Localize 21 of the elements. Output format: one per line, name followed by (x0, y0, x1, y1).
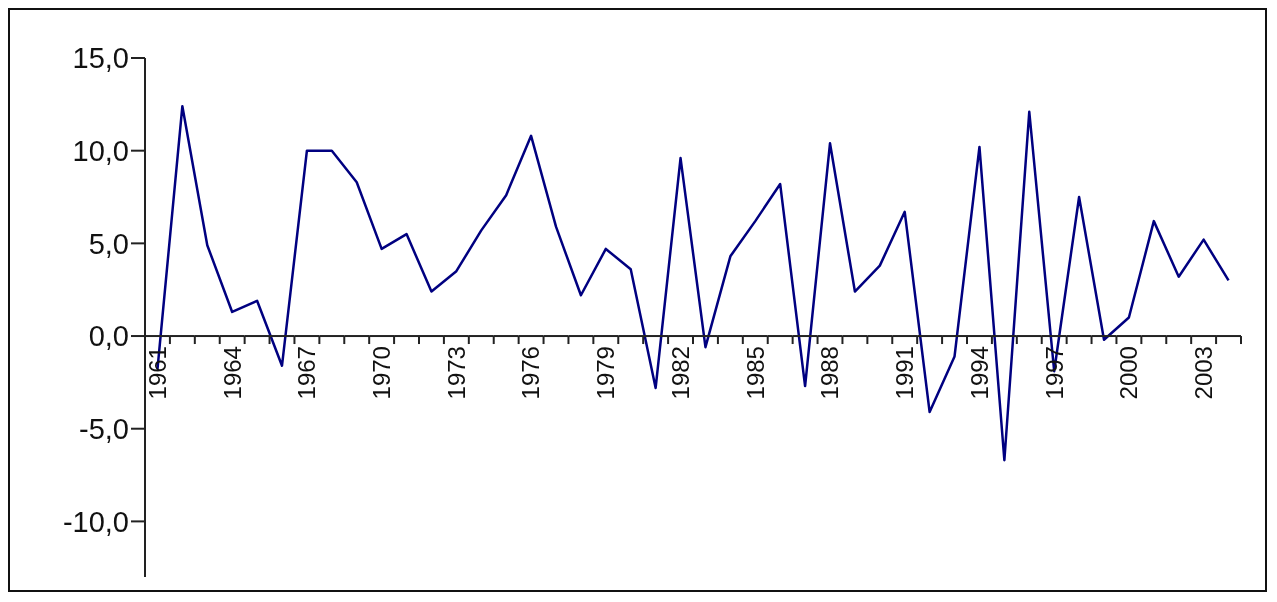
x-tick-label: 1967 (293, 346, 321, 400)
y-tick-label: 10,0 (72, 134, 129, 167)
y-tick-label: 0,0 (88, 320, 129, 353)
x-tick-label: 2003 (1190, 346, 1218, 400)
y-tick-label: 5,0 (88, 227, 129, 260)
x-tick-label: 1964 (218, 346, 246, 400)
x-tick-label: 1985 (741, 346, 769, 400)
x-tick-label: 1997 (1040, 346, 1068, 400)
x-tick-label: 1970 (368, 346, 396, 400)
x-tick-label: 1979 (592, 346, 620, 400)
x-tick-label: 1988 (816, 346, 844, 400)
x-tick-label: 1973 (442, 346, 470, 400)
x-tick-label: 1994 (965, 346, 993, 400)
x-tick-label: 1961 (143, 346, 171, 400)
y-tick-label: -10,0 (62, 505, 129, 538)
x-tick-label: 2000 (1115, 346, 1143, 400)
x-tick-label: 1991 (891, 346, 919, 400)
y-tick-label: 15,0 (72, 42, 129, 75)
x-tick-label: 1976 (517, 346, 545, 400)
y-tick-label: -5,0 (79, 413, 129, 446)
x-tick-label: 1982 (666, 346, 694, 400)
